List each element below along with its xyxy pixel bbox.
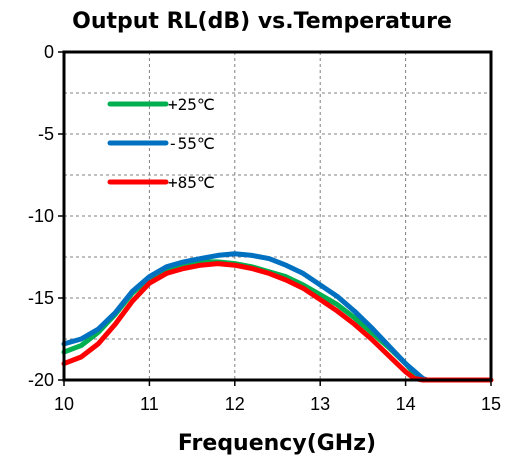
x-tick-label: 12 [225, 394, 245, 414]
x-tick-label: 10 [54, 394, 74, 414]
x-axis-label: Frequency(GHz) [178, 431, 376, 456]
legend-label: +25℃ [168, 95, 215, 114]
y-tick-label: -15 [28, 288, 54, 308]
x-tick-label: 14 [396, 394, 416, 414]
series-layer [61, 251, 494, 383]
legend-label: -55℃ [168, 134, 215, 153]
y-tick-label: -10 [28, 206, 54, 226]
series-line [61, 251, 430, 383]
x-tick-label: 13 [310, 394, 330, 414]
legend-label: +85℃ [168, 173, 215, 192]
y-tick-label: 0 [44, 42, 54, 62]
grid-layer [64, 52, 491, 380]
x-tick-label: 11 [140, 394, 159, 414]
legend: +25℃ -55℃ +85℃ [107, 95, 215, 192]
ticks-layer: 10 11 12 13 14 15 0 -5 -10 -15 -20 [28, 42, 501, 414]
y-tick-label: -20 [28, 370, 54, 390]
y-tick-label: -5 [38, 124, 54, 144]
series-line [61, 261, 494, 383]
chart-title: Output RL(dB) vs.Temperature [72, 9, 452, 34]
x-tick-label: 15 [481, 394, 501, 414]
